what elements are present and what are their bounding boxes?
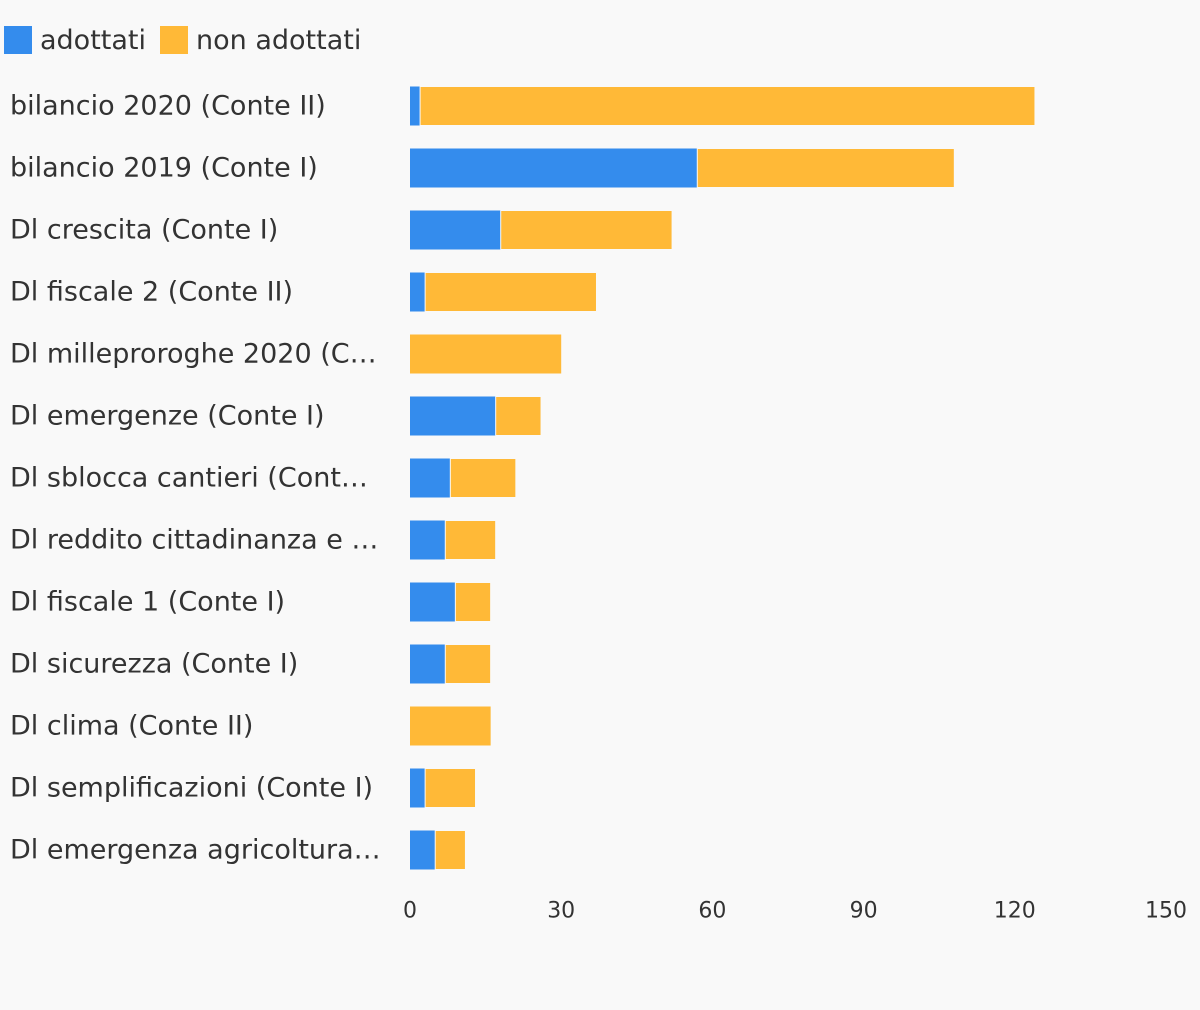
bar-non-adottati xyxy=(495,396,542,436)
bar-adottati xyxy=(410,582,456,622)
legend: adottati non adottati xyxy=(4,24,375,56)
category-label: Dl sblocca cantieri (Cont… xyxy=(10,463,368,494)
bar-adottati xyxy=(410,458,451,498)
legend-item-non-adottati: non adottati xyxy=(160,25,361,56)
bar-adottati xyxy=(410,86,421,126)
category-label: Dl sicurezza (Conte I) xyxy=(10,649,298,680)
category-label: Dl crescita (Conte I) xyxy=(10,215,278,246)
category-label: Dl emergenza agricoltura… xyxy=(10,835,381,866)
category-label: Dl milleproroghe 2020 (C… xyxy=(10,339,377,370)
bar-non-adottati xyxy=(444,644,492,684)
legend-swatch-adottati xyxy=(4,26,32,54)
x-tick-label: 90 xyxy=(850,899,878,924)
x-tick-label: 150 xyxy=(1145,899,1187,924)
bar-adottati xyxy=(410,520,446,560)
bar-adottati xyxy=(410,272,426,312)
legend-label-non-adottati: non adottati xyxy=(196,24,362,56)
bar-non-adottati xyxy=(449,458,517,498)
category-label: Dl emergenze (Conte I) xyxy=(10,401,325,432)
bar-non-adottati xyxy=(696,148,955,188)
category-label: Dl reddito cittadinanza e … xyxy=(10,525,378,556)
x-tick-label: 60 xyxy=(698,899,726,924)
x-tick-label: 30 xyxy=(547,899,575,924)
bar-adottati xyxy=(410,644,446,684)
bar-non-adottati xyxy=(444,520,497,560)
bar-non-adottati xyxy=(454,582,492,622)
legend-item-adottati: adottati xyxy=(4,25,146,56)
bar-non-adottati xyxy=(424,768,477,808)
bar-non-adottati xyxy=(419,86,1036,126)
category-label: Dl fiscale 2 (Conte II) xyxy=(10,277,293,308)
category-label: bilancio 2020 (Conte II) xyxy=(10,91,326,122)
bar-adottati xyxy=(410,148,698,188)
legend-swatch-non-adottati xyxy=(160,26,189,54)
bar-adottati xyxy=(410,768,426,808)
category-label: Dl fiscale 1 (Conte I) xyxy=(10,587,285,618)
category-label: bilancio 2019 (Conte I) xyxy=(10,153,318,184)
bar-non-adottati xyxy=(410,706,491,746)
x-tick-label: 120 xyxy=(994,899,1036,924)
bar-non-adottati xyxy=(424,272,597,312)
bar-adottati xyxy=(410,210,501,250)
bar-non-adottati xyxy=(434,830,466,870)
bar-non-adottati xyxy=(500,210,673,250)
legend-label-adottati: adottati xyxy=(40,24,147,56)
category-label: Dl semplificazioni (Conte I) xyxy=(10,773,373,804)
category-label: Dl clima (Conte II) xyxy=(10,711,253,742)
bar-adottati xyxy=(410,396,496,436)
x-tick-label: 0 xyxy=(403,899,417,924)
bar-adottati xyxy=(410,830,436,870)
bar-non-adottati xyxy=(410,334,562,374)
